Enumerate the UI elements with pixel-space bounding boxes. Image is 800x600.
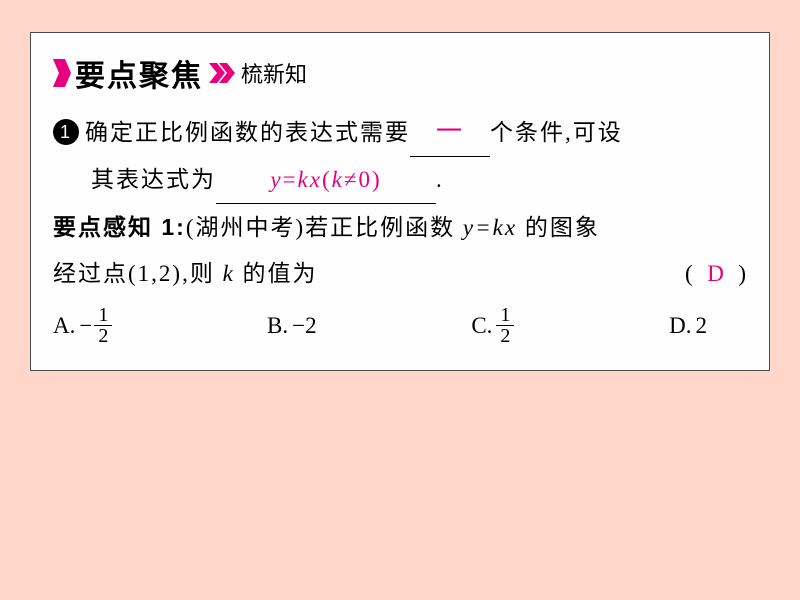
exercise-label: 要点感知 1: — [53, 214, 186, 240]
exercise-line2-text: 经过点(1,2),则 — [53, 261, 223, 286]
option-d-value: 2 — [695, 313, 707, 339]
item1-line1: 1确定正比例函数的表达式需要 一 个条件,可设 — [53, 109, 747, 157]
option-b-value: −2 — [292, 313, 316, 339]
fraction-icon: 1 2 — [94, 305, 112, 346]
paren-close: ) — [738, 261, 747, 286]
blank1-answer: 一 — [436, 117, 464, 146]
blank-2: y=kx(k≠0) — [216, 157, 436, 204]
chevron-icon — [53, 59, 71, 87]
option-c-num: 1 — [496, 305, 514, 325]
exercise-prompt1: 若正比例函数 — [305, 215, 463, 240]
option-c-label: C. — [471, 313, 492, 339]
exercise-line1: 要点感知 1:(湖州中考)若正比例函数 y=kx 的图象 — [53, 204, 747, 251]
option-c-den: 2 — [496, 326, 514, 346]
answer-paren: ( D ) — [685, 251, 747, 297]
option-a[interactable]: A. − 1 2 — [53, 305, 112, 346]
title-sub: 梳新知 — [241, 57, 307, 89]
item1-line2: 其表达式为 y=kx(k≠0). — [53, 157, 747, 204]
title-main: 要点聚焦 — [75, 51, 203, 95]
content-card: 要点聚焦 梳新知 1确定正比例函数的表达式需要一个条件,可设 其表达式为y=kx… — [30, 32, 770, 371]
item1-text1: 确定正比例函数的表达式需要 — [85, 120, 410, 145]
option-a-label: A. — [53, 313, 75, 339]
exercise-line2: 经过点(1,2),则 k 的值为 ( D ) — [53, 251, 747, 297]
blank2-answer: y=kx(k≠0) — [270, 167, 381, 192]
option-d[interactable]: D. 2 — [669, 313, 707, 339]
fraction-icon: 1 2 — [496, 305, 514, 346]
blank-1: 一 — [410, 109, 490, 157]
exercise-prompt2: 的图象 — [517, 215, 600, 240]
exercise-k: k — [223, 261, 235, 286]
item1-line2-prefix: 其表达式为 — [91, 167, 216, 192]
option-b[interactable]: B. −2 — [267, 313, 317, 339]
option-a-num: 1 — [94, 305, 112, 325]
option-a-neg: − — [79, 313, 92, 339]
exercise-line2-tail: 的值为 — [235, 261, 318, 286]
option-b-label: B. — [267, 313, 288, 339]
option-a-den: 2 — [94, 326, 112, 346]
item-number-badge: 1 — [53, 119, 79, 145]
exercise-source: (湖州中考) — [186, 215, 305, 240]
item1-line2-suffix: . — [436, 167, 444, 192]
item1-text2: 个条件,可设 — [490, 120, 623, 145]
options-row: A. − 1 2 B. −2 C. 1 2 D. 2 — [53, 305, 747, 346]
paren-open: ( — [685, 261, 694, 286]
option-c[interactable]: C. 1 2 — [471, 305, 514, 346]
header: 要点聚焦 梳新知 — [53, 51, 747, 95]
option-d-label: D. — [669, 313, 691, 339]
exercise-line2-left: 经过点(1,2),则 k 的值为 — [53, 251, 318, 297]
exercise-math1: y=kx — [463, 215, 517, 240]
double-arrow-icon — [209, 63, 235, 83]
answer-letter: D — [707, 261, 725, 286]
